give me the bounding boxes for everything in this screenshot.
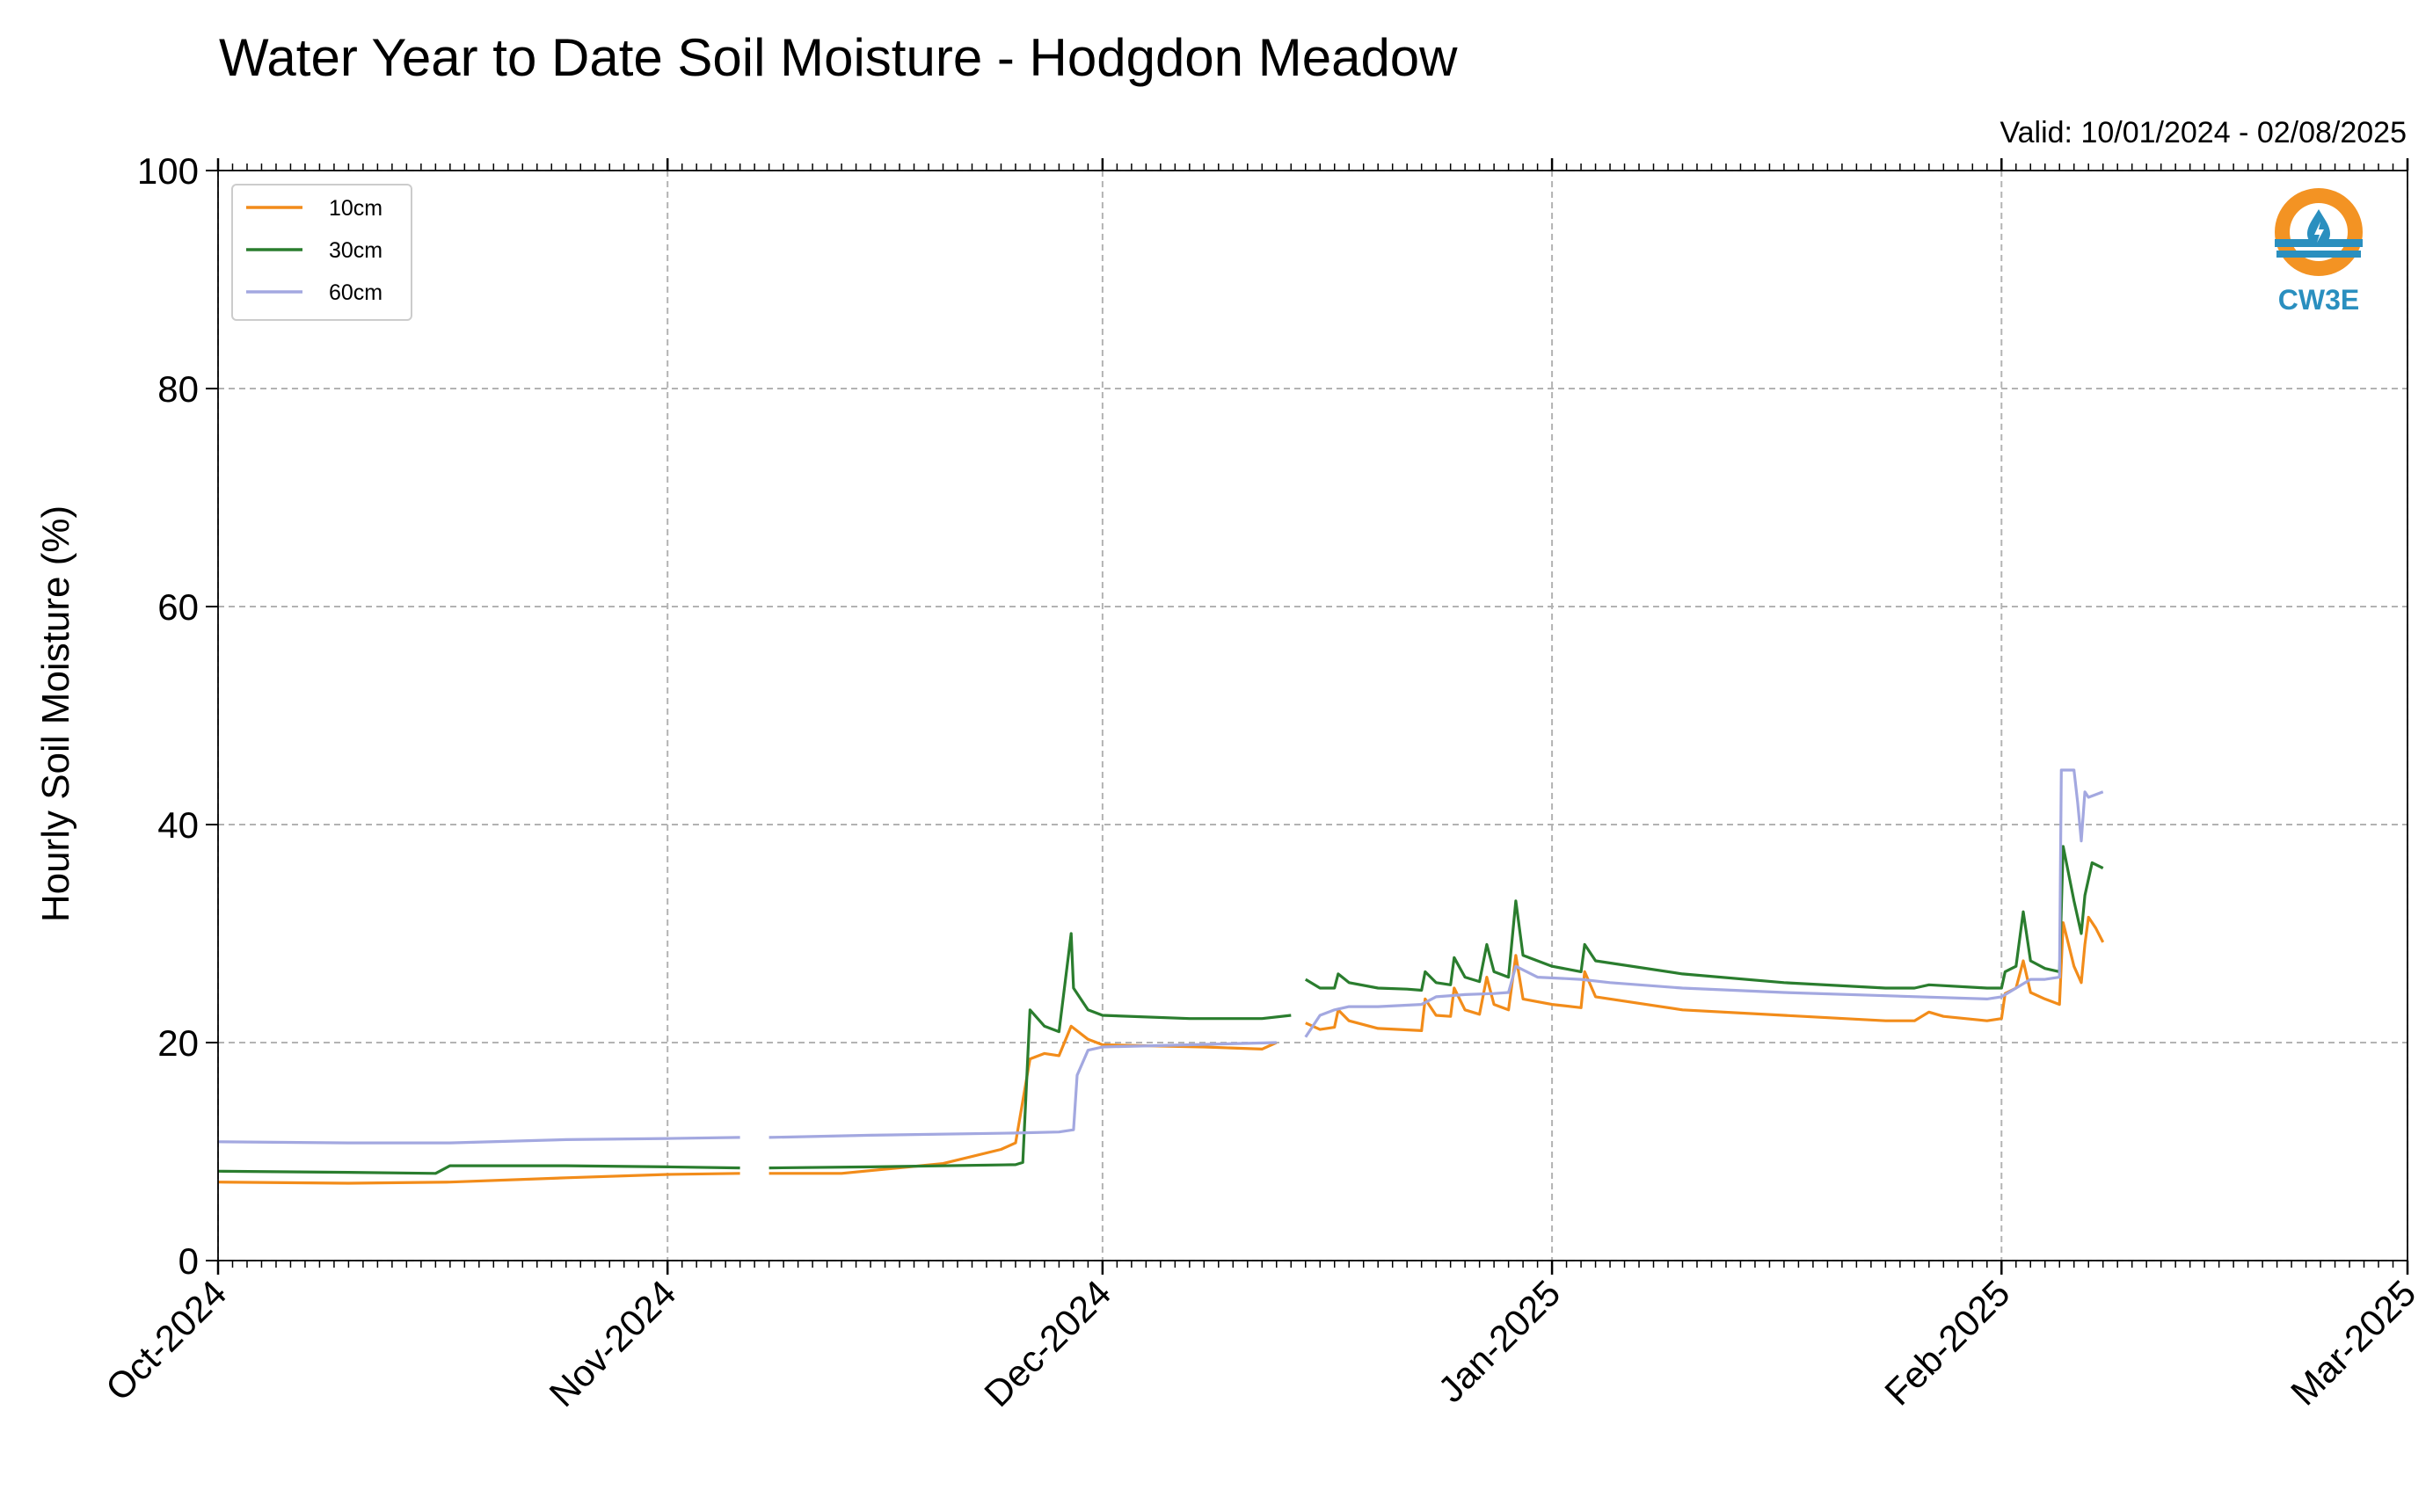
series-lines (217, 768, 2105, 1185)
legend-label: 30cm (329, 238, 382, 263)
y-tick-label: 80 (157, 368, 199, 410)
legend-label: 10cm (329, 196, 382, 221)
x-tick-label: Nov-2024 (542, 1272, 684, 1414)
valid-date-range: Valid: 10/01/2024 - 02/08/2025 (2000, 116, 2407, 149)
logo-text: CW3E (2278, 284, 2359, 316)
series-line-10cm (217, 915, 2105, 1185)
grid-lines (217, 170, 2408, 1261)
logo-bolt-icon (2314, 222, 2324, 243)
x-tick-label: Jan-2025 (1430, 1272, 1568, 1410)
x-tick-label: Oct-2024 (98, 1272, 234, 1408)
y-tick-label: 40 (157, 804, 199, 846)
y-tick-label: 60 (157, 586, 199, 628)
y-tick-label: 0 (178, 1240, 199, 1282)
x-tick-label: Mar-2025 (2283, 1272, 2423, 1413)
y-axis-label: Hourly Soil Moisture (%) (34, 505, 77, 922)
series-line-30cm (217, 845, 2104, 1175)
y-tick-label: 20 (157, 1022, 199, 1064)
plot-frame (217, 170, 2408, 1261)
y-tick-label: 100 (137, 150, 199, 192)
logo-wave-icon (2276, 251, 2361, 258)
x-tick-label: Dec-2024 (976, 1272, 1118, 1414)
x-tick-label: Feb-2025 (1876, 1272, 2017, 1413)
series-line-60cm (217, 768, 2104, 1145)
legend-box (231, 184, 412, 321)
legend: 10cm 30cm 60cm (231, 184, 412, 321)
legend-label: 60cm (329, 280, 382, 305)
chart-title: Water Year to Date Soil Moisture - Hodgd… (219, 28, 1458, 87)
cw3e-logo: CW3E (2275, 188, 2363, 316)
